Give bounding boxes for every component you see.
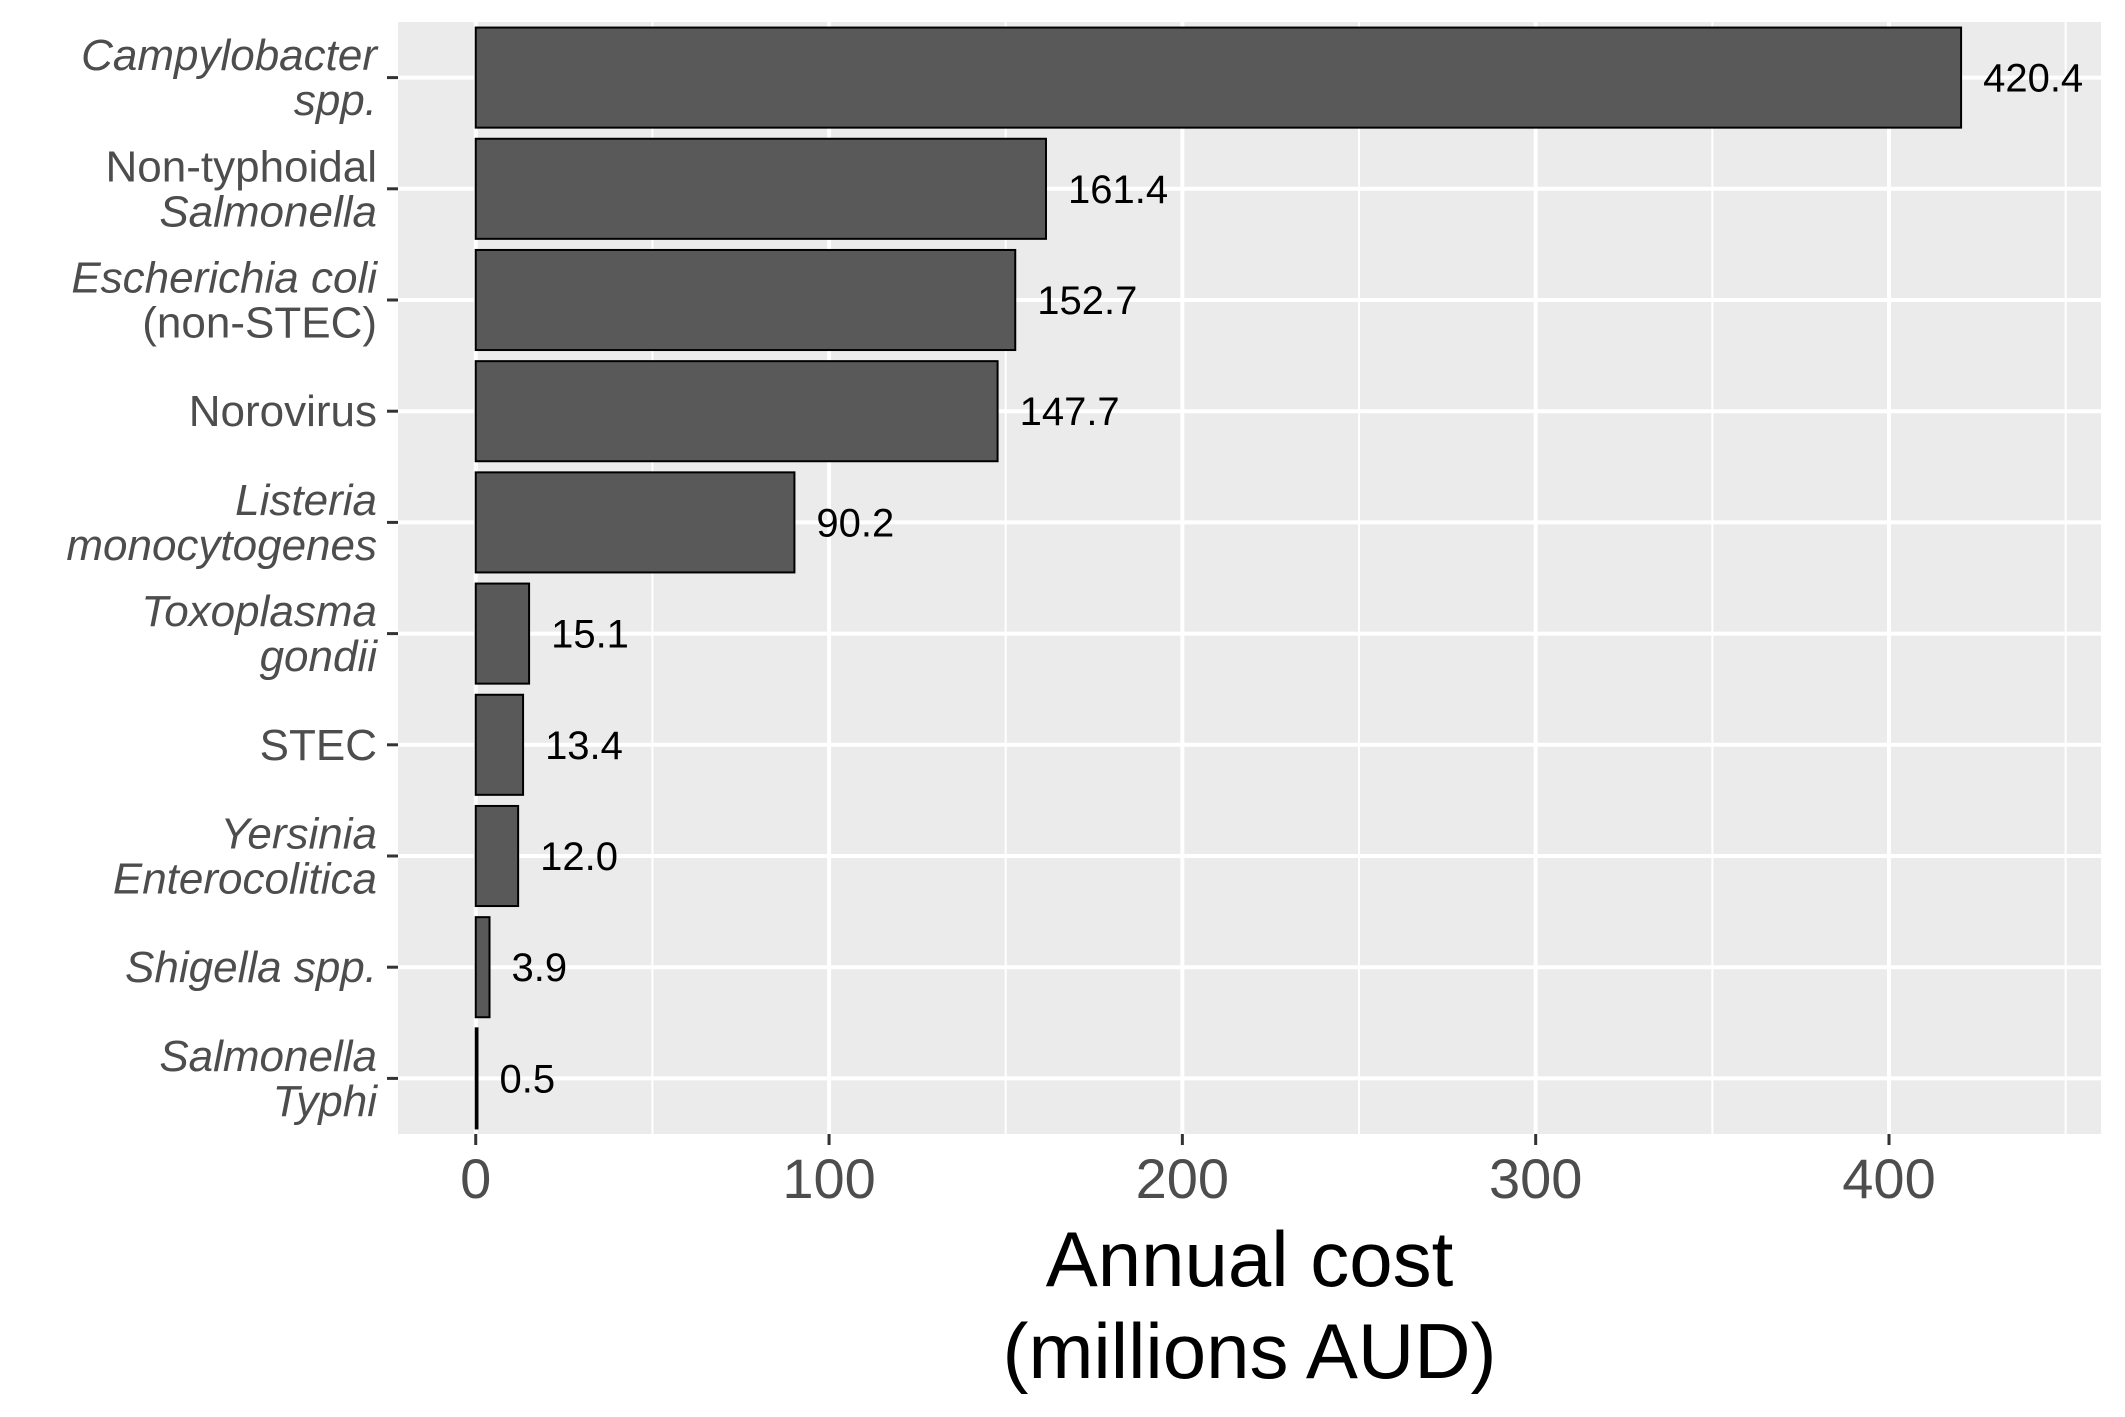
x-axis: 0 100 200 300 400 <box>460 1134 1936 1210</box>
bar <box>474 693 525 796</box>
category-label: Non-typhoidal <box>106 142 378 191</box>
bar <box>474 582 531 685</box>
bar <box>474 471 796 574</box>
category-label: Enterocolitica <box>113 855 377 904</box>
category-label: Norovirus <box>189 387 377 436</box>
category-label: STEC <box>260 721 377 770</box>
bar <box>474 804 520 908</box>
data-label: 15.1 <box>551 613 629 657</box>
data-label: 147.7 <box>1020 390 1120 434</box>
category-label: Salmonella <box>159 1032 377 1081</box>
data-label: 13.4 <box>545 724 623 768</box>
x-tick-label: 400 <box>1842 1147 1935 1210</box>
data-label: 90.2 <box>816 501 894 545</box>
data-label: 0.5 <box>499 1057 555 1101</box>
category-label: Shigella spp. <box>125 943 377 992</box>
x-tick-label: 200 <box>1136 1147 1229 1210</box>
category-label: Listeria <box>235 476 377 525</box>
bar <box>474 916 491 1019</box>
y-axis: Campylobacterspp.Non-typhoidalSalmonella… <box>66 31 398 1126</box>
data-labels: 420.4 161.4 152.7 147.7 90.2 15.1 13.4 12.0 3.9 0… <box>499 57 2083 1102</box>
bar <box>474 360 999 463</box>
category-label: Toxoplasma <box>141 587 377 636</box>
bar <box>474 1027 479 1130</box>
bar <box>474 26 1963 129</box>
x-tick-label: 0 <box>460 1147 491 1210</box>
category-label: gondii <box>260 632 379 681</box>
category-label: Campylobacter <box>81 31 379 80</box>
category-label: Typhi <box>273 1077 379 1126</box>
category-label: Yersinia <box>220 810 377 859</box>
data-label: 420.4 <box>1983 57 2083 101</box>
bars <box>474 26 1963 1130</box>
category-label: spp. <box>294 76 377 125</box>
x-tick-label: 100 <box>782 1147 875 1210</box>
x-axis-title-line-1: Annual cost <box>1046 1215 1454 1303</box>
bar <box>474 248 1017 352</box>
data-label: 161.4 <box>1068 168 1168 212</box>
category-label: Salmonella <box>159 187 377 236</box>
data-label: 3.9 <box>512 946 568 990</box>
category-label: (non-STEC) <box>142 299 377 348</box>
x-tick-label: 300 <box>1489 1147 1582 1210</box>
data-label: 152.7 <box>1037 279 1137 323</box>
category-label: monocytogenes <box>66 521 377 570</box>
x-axis-title-line-2: (millions AUD) <box>1002 1307 1496 1395</box>
bar <box>474 137 1047 240</box>
category-label: Escherichia coli <box>71 254 378 303</box>
data-label: 12.0 <box>540 835 618 879</box>
